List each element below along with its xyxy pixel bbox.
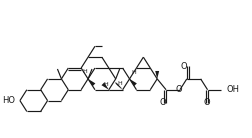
Polygon shape <box>88 79 96 86</box>
Text: H: H <box>117 81 122 86</box>
Polygon shape <box>130 79 137 86</box>
Text: O: O <box>176 85 182 94</box>
Polygon shape <box>102 82 109 90</box>
Text: O: O <box>160 98 166 107</box>
Text: OH: OH <box>226 85 239 94</box>
Text: H: H <box>131 71 136 75</box>
Text: O: O <box>203 98 210 107</box>
Text: HO: HO <box>2 96 15 105</box>
Text: H: H <box>83 69 87 75</box>
Text: H: H <box>104 82 108 87</box>
Polygon shape <box>155 71 159 79</box>
Text: O: O <box>180 62 187 71</box>
